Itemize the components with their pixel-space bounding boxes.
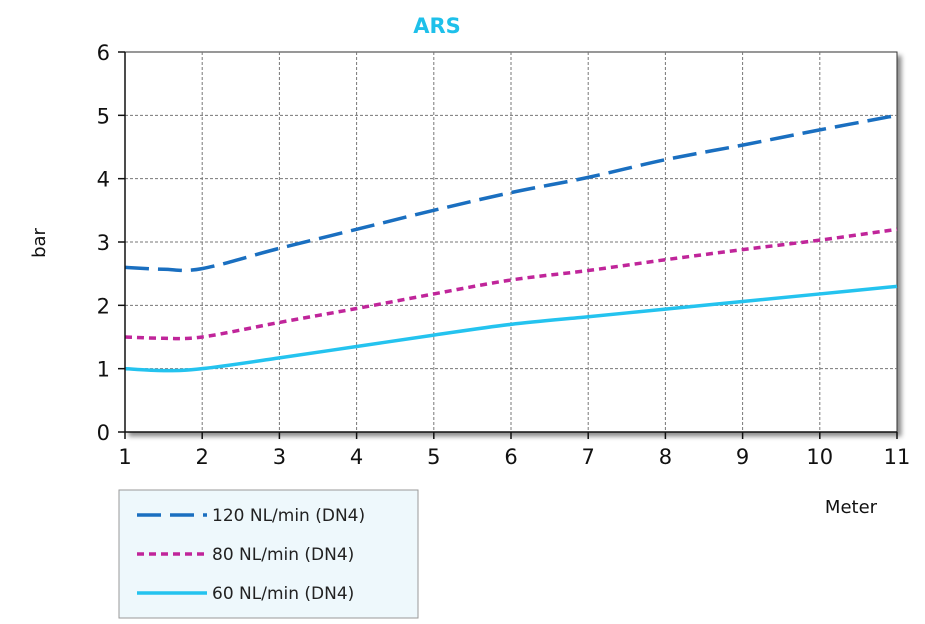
legend-item-1: 120 NL/min (DN4) <box>137 506 365 526</box>
x-tick-label: 10 <box>806 445 833 469</box>
y-axis-label: bar <box>29 227 50 257</box>
chart-title: ARS <box>413 14 461 38</box>
legend: 120 NL/min (DN4) 80 NL/min (DN4) 60 NL/min… <box>118 489 419 619</box>
legend-label: 60 NL/min (DN4) <box>212 584 354 604</box>
y-tick-label: 6 <box>97 41 110 65</box>
series-lines <box>124 113 898 373</box>
legend-label: 120 NL/min (DN4) <box>212 506 365 526</box>
series-line-2 <box>124 227 898 341</box>
x-tick-label: 7 <box>582 445 595 469</box>
x-axis-label: Meter <box>825 497 878 518</box>
x-tick-label: 3 <box>273 445 286 469</box>
x-tick-label: 1 <box>118 445 131 469</box>
legend-label: 80 NL/min (DN4) <box>212 545 354 565</box>
y-tick-label: 2 <box>97 294 110 318</box>
y-tick-label: 4 <box>97 168 110 192</box>
x-tick-label: 4 <box>350 445 363 469</box>
y-tick-label: 5 <box>97 104 110 128</box>
y-tick-label: 3 <box>97 231 110 255</box>
x-tick-label: 6 <box>504 445 517 469</box>
x-tick-label: 2 <box>196 445 209 469</box>
axes <box>118 51 898 439</box>
y-tick-label: 0 <box>97 421 110 445</box>
x-tick-label: 8 <box>659 445 672 469</box>
legend-item-2: 80 NL/min (DN4) <box>137 545 354 565</box>
y-tick-labels: 0 1 2 3 4 5 6 <box>97 41 110 445</box>
x-tick-label: 9 <box>736 445 749 469</box>
x-tick-labels: 1 2 3 4 5 6 7 8 9 10 11 <box>118 445 910 469</box>
gridlines <box>125 52 897 432</box>
legend-box <box>118 489 419 619</box>
series-line-1 <box>124 113 898 273</box>
series-line-3 <box>124 284 898 373</box>
y-tick-label: 1 <box>97 358 110 382</box>
x-tick-label: 5 <box>427 445 440 469</box>
legend-item-3: 60 NL/min (DN4) <box>137 584 354 604</box>
x-tick-label: 11 <box>884 445 911 469</box>
